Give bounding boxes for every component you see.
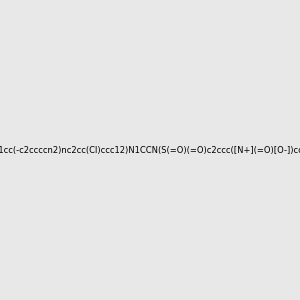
- Text: O=C(c1cc(-c2ccccn2)nc2cc(Cl)ccc12)N1CCN(S(=O)(=O)c2ccc([N+](=O)[O-])cc2)CC1: O=C(c1cc(-c2ccccn2)nc2cc(Cl)ccc12)N1CCN(…: [0, 146, 300, 154]
